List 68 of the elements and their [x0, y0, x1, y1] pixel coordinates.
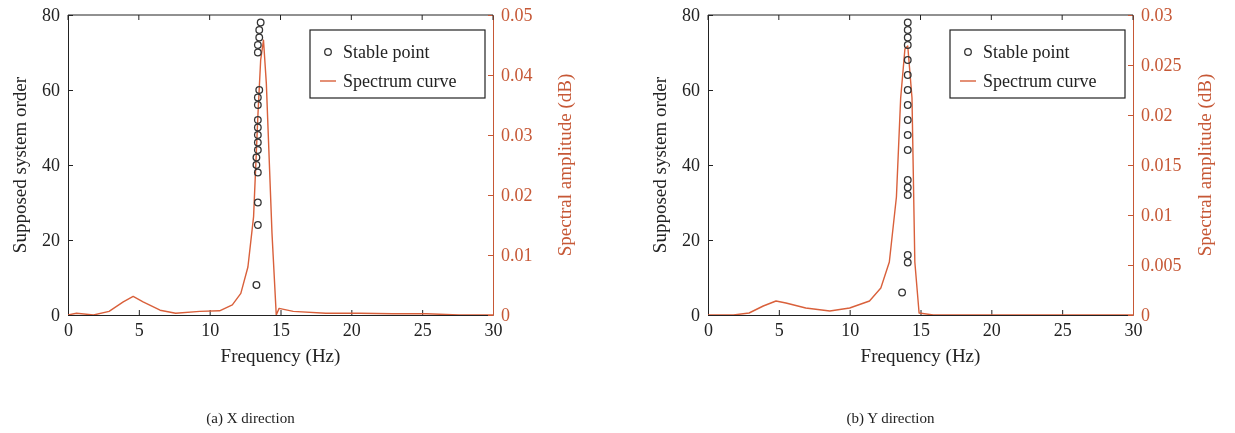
- point: [255, 26, 264, 34]
- y2-tick-label: 0: [501, 305, 510, 326]
- point: [253, 198, 262, 207]
- y2-tick-label: 0.03: [1141, 5, 1173, 26]
- point: [255, 86, 264, 94]
- x-tick-label: 20: [342, 319, 361, 340]
- legend-label: Stable point: [343, 42, 430, 62]
- point: [253, 168, 262, 177]
- x-tick-label: 25: [413, 319, 432, 340]
- point: [253, 131, 262, 139]
- x-tick-label: 0: [704, 319, 713, 340]
- legend-label: Spectrum curve: [983, 71, 1097, 91]
- y-axis-title: Supposed system order: [9, 76, 30, 254]
- y-tick-label: 80: [42, 5, 60, 26]
- y-tick-label: 0: [691, 305, 700, 326]
- point: [255, 33, 264, 42]
- y2-tick-label: 0.02: [501, 185, 533, 206]
- x-axis-title: Frequency (Hz): [860, 345, 981, 367]
- y2-tick-label: 0.05: [501, 5, 533, 26]
- point: [253, 101, 262, 109]
- x-tick-label: 30: [1124, 319, 1143, 340]
- point: [253, 48, 262, 57]
- y2-tick-label: 0.015: [1141, 155, 1182, 176]
- x-axis-title: Frequency (Hz): [220, 345, 341, 367]
- x-tick-label: 10: [841, 319, 860, 340]
- point: [256, 18, 265, 27]
- y2-tick-label: 0.04: [501, 65, 533, 86]
- y2-tick-label: 0: [1141, 305, 1150, 326]
- y-tick-label: 40: [42, 155, 60, 176]
- point: [253, 93, 262, 102]
- y-axis-title: Supposed system order: [649, 76, 670, 254]
- y-tick-label: 40: [682, 155, 700, 176]
- y2-tick-label: 0.025: [1141, 55, 1182, 76]
- x-tick-label: 15: [272, 319, 290, 340]
- y2-tick-label: 0.03: [501, 125, 533, 146]
- point: [252, 161, 261, 169]
- y2-tick-label: 0.005: [1141, 255, 1182, 276]
- x-tick-label: 30: [484, 319, 503, 340]
- y-tick-label: 0: [51, 305, 60, 326]
- y-tick-label: 60: [42, 80, 60, 101]
- y2-axis-title: Spectral amplitude (dB): [1194, 73, 1216, 257]
- point: [253, 138, 262, 147]
- point: [252, 281, 261, 289]
- y2-tick-label: 0.01: [1141, 205, 1173, 226]
- x-tick-label: 10: [201, 319, 220, 340]
- x-tick-label: 20: [982, 319, 1001, 340]
- y2-axis-title: Spectral amplitude (dB): [554, 73, 576, 257]
- text: (a) X direction: [206, 410, 296, 427]
- y2-tick-label: 0.01: [501, 245, 533, 266]
- y-tick-label: 60: [682, 80, 700, 101]
- x-tick-label: 5: [774, 319, 784, 340]
- x-tick-label: 5: [134, 319, 144, 340]
- point: [253, 146, 262, 154]
- y-tick-label: 80: [682, 5, 700, 26]
- legend-label: Spectrum curve: [343, 71, 457, 91]
- text: (b) Y direction: [846, 410, 936, 427]
- point: [253, 41, 262, 49]
- y2-tick-label: 0.02: [1141, 105, 1173, 126]
- y-tick-label: 20: [682, 230, 700, 251]
- y-tick-label: 20: [42, 230, 60, 251]
- x-tick-label: 15: [912, 319, 930, 340]
- point: [253, 116, 262, 124]
- point: [252, 153, 261, 162]
- point: [253, 221, 262, 229]
- x-tick-label: 25: [1053, 319, 1072, 340]
- legend-label: Stable point: [983, 42, 1070, 62]
- point: [253, 123, 262, 132]
- x-tick-label: 0: [64, 319, 73, 340]
